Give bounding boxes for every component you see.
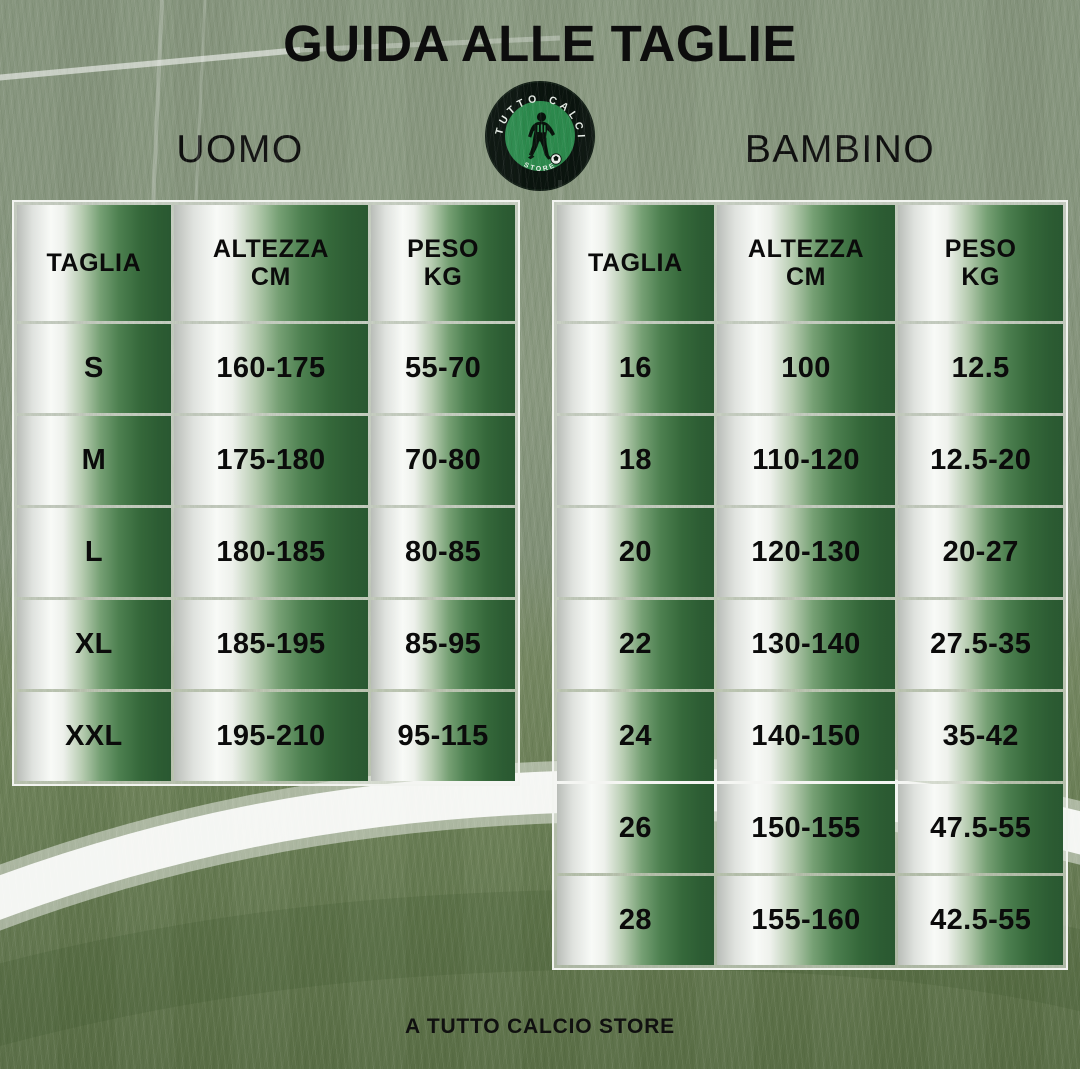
cell-size: S: [17, 324, 171, 413]
cell-size: XL: [17, 600, 171, 689]
table-row: XL 185-195 85-95: [17, 600, 515, 689]
cell-height: 180-185: [173, 508, 369, 597]
cell-weight: 55-70: [371, 324, 515, 413]
cell-size: 24: [557, 692, 714, 781]
page-title: GUIDA ALLE TAGLIE: [283, 15, 797, 72]
cell-size: 22: [557, 600, 714, 689]
cell-height: 130-140: [716, 600, 896, 689]
cell-weight: 95-115: [371, 692, 515, 781]
cell-weight: 42.5-55: [898, 876, 1064, 965]
table-row: 20 120-130 20-27: [557, 508, 1064, 597]
footer-brand: A TUTTO CALCIO STORE: [405, 1015, 675, 1038]
header-cell-peso: PESO KG: [898, 205, 1064, 321]
cell-height: 185-195: [173, 600, 369, 689]
cell-height: 120-130: [716, 508, 896, 597]
table-header-row: TAGLIA ALTEZZA CM PESO KG: [557, 205, 1064, 321]
table-row: L 180-185 80-85: [17, 508, 515, 597]
cell-weight: 12.5: [898, 324, 1064, 413]
logo-jersey-accents: [537, 124, 546, 133]
cell-size: 18: [557, 416, 714, 505]
header-cell-taglia: TAGLIA: [557, 205, 714, 321]
cell-height: 100: [716, 324, 896, 413]
cell-height: 155-160: [716, 876, 896, 965]
cell-weight: 27.5-35: [898, 600, 1064, 689]
header-cell-taglia: TAGLIA: [17, 205, 171, 321]
cell-size: 16: [557, 324, 714, 413]
cell-height: 140-150: [716, 692, 896, 781]
header-cell-altezza: ALTEZZA CM: [716, 205, 896, 321]
section-label-uomo: UOMO: [176, 128, 304, 171]
cell-size: M: [17, 416, 171, 505]
table-row: M 175-180 70-80: [17, 416, 515, 505]
cell-weight: 20-27: [898, 508, 1064, 597]
cell-height: 110-120: [716, 416, 896, 505]
cell-height: 150-155: [716, 784, 896, 873]
table-row: 24 140-150 35-42: [557, 692, 1064, 781]
cell-weight: 47.5-55: [898, 784, 1064, 873]
section-label-bambino: BAMBINO: [744, 128, 936, 171]
table-row: 16 100 12.5: [557, 324, 1064, 413]
size-table-uomo: TAGLIA ALTEZZA CM PESO KG S 160-175 55-7…: [12, 200, 520, 786]
cell-weight: 12.5-20: [898, 416, 1064, 505]
cell-size: L: [17, 508, 171, 597]
table-row: 26 150-155 47.5-55: [557, 784, 1064, 873]
table-row: S 160-175 55-70: [17, 324, 515, 413]
table-row: XXL 195-210 95-115: [17, 692, 515, 781]
cell-weight: 80-85: [371, 508, 515, 597]
header-cell-altezza: ALTEZZA CM: [173, 205, 369, 321]
table-header-row: TAGLIA ALTEZZA CM PESO KG: [17, 205, 515, 321]
logo-bottom-text: STORE: [522, 162, 557, 173]
cell-size: XXL: [17, 692, 171, 781]
cell-weight: 35-42: [898, 692, 1064, 781]
cell-size: 20: [557, 508, 714, 597]
size-table-bambino: TAGLIA ALTEZZA CM PESO KG 16 100 12.5 18…: [552, 200, 1068, 970]
cell-size: 26: [557, 784, 714, 873]
header-cell-peso: PESO KG: [371, 205, 515, 321]
brand-logo: A TUTTO CALCIO STORE: [484, 80, 596, 192]
cell-weight: 70-80: [371, 416, 515, 505]
soccer-ball-icon: [550, 153, 562, 165]
cell-size: 28: [557, 876, 714, 965]
soccer-player-icon: [528, 112, 555, 160]
cell-weight: 85-95: [371, 600, 515, 689]
table-row: 22 130-140 27.5-35: [557, 600, 1064, 689]
table-row: 18 110-120 12.5-20: [557, 416, 1064, 505]
cell-height: 175-180: [173, 416, 369, 505]
cell-height: 160-175: [173, 324, 369, 413]
table-row: 28 155-160 42.5-55: [557, 876, 1064, 965]
cell-height: 195-210: [173, 692, 369, 781]
